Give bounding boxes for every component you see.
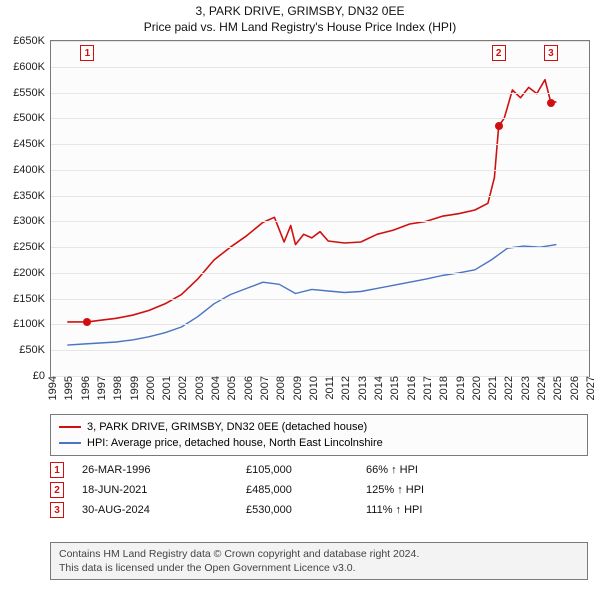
x-tick-label: 2000 [141,376,157,400]
x-tick-label: 2011 [320,376,336,400]
x-tick-label: 2005 [222,376,238,400]
y-gridline [51,350,589,351]
x-tick-label: 2012 [336,376,352,400]
x-tick-label: 2020 [467,376,483,400]
x-tick-label: 2018 [434,376,450,400]
sales-pct: 111% ↑ HPI [366,504,422,516]
y-tick-label: £300K [13,215,51,227]
sale-marker: 1 [80,45,94,61]
y-gridline [51,299,589,300]
x-tick-label: 1999 [125,376,141,400]
chart-card: 3, PARK DRIVE, GRIMSBY, DN32 0EE Price p… [0,0,600,590]
y-gridline [51,324,589,325]
x-tick-label: 1994 [43,376,59,400]
y-tick-label: £550K [13,87,51,99]
y-tick-label: £600K [13,61,51,73]
sales-row: 1 26-MAR-1996£105,00066% ↑ HPI [50,460,588,480]
legend-row: 3, PARK DRIVE, GRIMSBY, DN32 0EE (detach… [59,419,579,435]
y-gridline [51,196,589,197]
sale-dot [547,99,555,107]
sales-date: 26-MAR-1996 [82,464,246,476]
x-tick-label: 2019 [451,376,467,400]
x-tick-label: 2004 [206,376,222,400]
y-tick-label: £400K [13,164,51,176]
x-tick-label: 1995 [59,376,75,400]
footer-line2: This data is licensed under the Open Gov… [59,561,579,575]
legend-label: HPI: Average price, detached house, Nort… [87,435,383,451]
series-hpi-line [67,245,556,346]
x-tick-label: 1998 [108,376,124,400]
x-tick-label: 2003 [190,376,206,400]
y-gridline [51,247,589,248]
y-gridline [51,144,589,145]
x-tick-label: 2002 [173,376,189,400]
legend-row: HPI: Average price, detached house, Nort… [59,435,579,451]
y-tick-label: £450K [13,138,51,150]
series-property-line [67,80,556,322]
legend-swatch [59,442,81,444]
y-tick-label: £150K [13,293,51,305]
sales-table: 1 26-MAR-1996£105,00066% ↑ HPI 2 18-JUN-202… [50,460,588,520]
x-tick-label: 2021 [483,376,499,400]
y-gridline [51,41,589,42]
footer-line1: Contains HM Land Registry data © Crown c… [59,547,579,561]
y-tick-label: £350K [13,190,51,202]
y-tick-label: £100K [13,318,51,330]
x-tick-label: 2016 [402,376,418,400]
series-svg [51,41,589,376]
sales-date: 18-JUN-2021 [82,484,246,496]
y-gridline [51,221,589,222]
x-tick-label: 2026 [565,376,581,400]
x-tick-label: 2025 [548,376,564,400]
y-gridline [51,273,589,274]
sales-date: 30-AUG-2024 [82,504,246,516]
sale-dot [83,318,91,326]
x-tick-label: 2015 [385,376,401,400]
x-tick-label: 1997 [92,376,108,400]
sales-price: £530,000 [246,504,366,516]
sales-marker: 1 [50,462,64,478]
x-tick-label: 2027 [581,376,597,400]
sale-marker: 2 [492,45,506,61]
x-tick-label: 1996 [76,376,92,400]
x-tick-label: 2022 [499,376,515,400]
footer-box: Contains HM Land Registry data © Crown c… [50,542,588,580]
y-tick-label: £200K [13,267,51,279]
legend-box: 3, PARK DRIVE, GRIMSBY, DN32 0EE (detach… [50,414,588,456]
sales-pct: 125% ↑ HPI [366,484,424,496]
x-tick-label: 2010 [304,376,320,400]
y-gridline [51,170,589,171]
y-tick-label: £500K [13,112,51,124]
x-tick-label: 2008 [271,376,287,400]
legend-swatch [59,426,81,428]
x-tick-label: 2007 [255,376,271,400]
sale-marker: 3 [544,45,558,61]
sales-row: 2 18-JUN-2021£485,000125% ↑ HPI [50,480,588,500]
y-gridline [51,67,589,68]
sales-marker: 3 [50,502,64,518]
x-tick-label: 2006 [239,376,255,400]
sales-price: £485,000 [246,484,366,496]
x-tick-label: 2023 [516,376,532,400]
y-tick-label: £50K [19,344,51,356]
sale-dot [495,122,503,130]
y-tick-label: £650K [13,35,51,47]
title-line2: Price paid vs. HM Land Registry's House … [0,18,600,34]
x-tick-label: 2009 [288,376,304,400]
sales-row: 3 30-AUG-2024£530,000111% ↑ HPI [50,500,588,520]
sales-pct: 66% ↑ HPI [366,464,418,476]
y-gridline [51,118,589,119]
legend-label: 3, PARK DRIVE, GRIMSBY, DN32 0EE (detach… [87,419,367,435]
sales-price: £105,000 [246,464,366,476]
x-tick-label: 2014 [369,376,385,400]
plot-area: £0£50K£100K£150K£200K£250K£300K£350K£400… [50,40,590,377]
x-tick-label: 2024 [532,376,548,400]
title-line1: 3, PARK DRIVE, GRIMSBY, DN32 0EE [0,0,600,18]
x-tick-label: 2001 [157,376,173,400]
sales-marker: 2 [50,482,64,498]
x-tick-label: 2013 [353,376,369,400]
x-tick-label: 2017 [418,376,434,400]
y-tick-label: £250K [13,241,51,253]
y-gridline [51,93,589,94]
